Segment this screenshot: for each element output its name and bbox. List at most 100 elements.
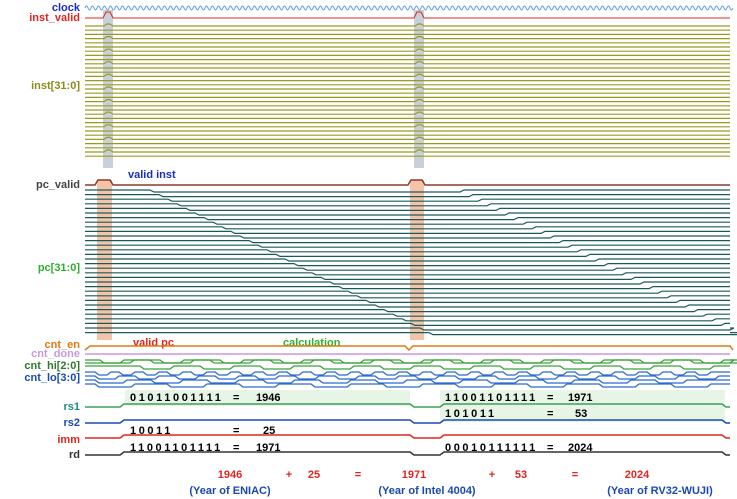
signal-label: rs2 — [63, 417, 80, 429]
equation-term: + — [489, 469, 495, 481]
pc-wave — [85, 299, 730, 303]
signal-label: cnt_hi[2:0] — [24, 360, 80, 372]
cnt-lo-wave — [85, 371, 730, 376]
equals: = — [547, 408, 553, 420]
pc-wave — [85, 253, 730, 257]
pc-wave — [85, 295, 730, 299]
inst-wave — [85, 149, 730, 153]
equation-term: + — [286, 469, 292, 481]
equals: = — [233, 442, 239, 454]
pc-wave — [85, 207, 730, 211]
pc-wave — [85, 267, 730, 271]
decimal-value: 53 — [575, 408, 587, 420]
annotation: valid inst — [128, 169, 176, 181]
wave — [84, 345, 734, 352]
inst-highlight — [103, 10, 113, 168]
cnt-lo-wave — [85, 383, 730, 388]
pc-wave — [85, 263, 730, 267]
inst-wave — [85, 136, 730, 140]
equals: = — [233, 392, 239, 404]
pc-wave — [85, 304, 730, 308]
equation-term: 2024 — [625, 469, 650, 481]
equation-note: (Year of ENIAC) — [189, 485, 271, 497]
pc-wave — [85, 322, 730, 326]
pc-wave — [85, 244, 730, 248]
pc-wave — [85, 212, 730, 216]
cnt-hi-wave — [85, 365, 730, 370]
equals: = — [547, 442, 553, 454]
pc-wave — [85, 198, 730, 202]
signal-label: rd — [69, 449, 80, 461]
pc-wave — [85, 281, 730, 285]
signal-label: pc_valid — [36, 179, 80, 191]
signal-label: inst_valid — [29, 12, 80, 24]
annotation: calculation — [283, 337, 341, 349]
wave — [85, 11, 730, 19]
pc-wave — [85, 272, 730, 276]
inst-wave — [85, 23, 730, 27]
pc-wave — [85, 217, 730, 221]
pc-wave — [85, 240, 730, 244]
inst-wave — [85, 86, 730, 90]
equation-note: (Year of Intel 4004) — [378, 485, 476, 497]
signal-label: clock — [52, 2, 81, 14]
bit-string: 00010111111 — [445, 442, 538, 454]
equation-term: 53 — [515, 469, 527, 481]
inst-wave — [85, 48, 730, 52]
signal-label: cnt_done — [31, 348, 80, 360]
inst-wave — [85, 36, 730, 40]
inst-wave — [85, 124, 730, 128]
signal-label: imm — [57, 434, 80, 446]
bit-string: 11001101111 — [445, 392, 538, 404]
cnt-hi-wave — [85, 359, 737, 364]
pc-wave — [85, 286, 730, 290]
bit-string: 01011001111 — [130, 392, 223, 404]
bit-string: 11001101111 — [130, 442, 223, 454]
inst-wave — [85, 73, 730, 77]
inst-highlight — [414, 10, 424, 168]
pc-wave — [85, 221, 730, 225]
decimal-value: 25 — [263, 425, 275, 437]
pc-wave — [85, 313, 730, 317]
decimal-value: 1946 — [256, 392, 280, 404]
inst-wave — [85, 99, 730, 103]
clock-wave — [84, 5, 734, 11]
pc-wave — [85, 189, 730, 193]
signal-label: rs1 — [63, 401, 80, 413]
pc-wave — [85, 290, 730, 294]
equation-term: = — [355, 469, 361, 481]
equals: = — [547, 392, 553, 404]
pc-wave — [85, 327, 735, 331]
equals: = — [233, 425, 239, 437]
annotation: valid pc — [133, 337, 174, 349]
signal-label: cnt_lo[3:0] — [24, 372, 80, 384]
pc-wave — [85, 226, 730, 230]
calc-shade — [125, 390, 410, 406]
pc-wave — [85, 249, 730, 253]
inst-wave — [85, 111, 730, 115]
equation-term: 1946 — [218, 469, 242, 481]
equation-term: 1971 — [402, 469, 426, 481]
pc-wave — [85, 194, 730, 198]
cnt-lo-wave — [85, 375, 730, 380]
pc-wave — [85, 203, 730, 207]
signal-label: pc[31:0] — [38, 262, 81, 274]
wave — [85, 179, 730, 186]
decimal-value: 1971 — [256, 442, 280, 454]
pc-wave — [85, 230, 730, 234]
bit-string: 101011 — [445, 408, 497, 420]
equation-note: (Year of RV32-WUJI) — [607, 485, 713, 497]
decimal-value: 2024 — [568, 442, 593, 454]
reg-wave — [85, 434, 730, 439]
reg-wave — [85, 451, 730, 456]
reg-wave — [85, 403, 730, 408]
inst-wave — [85, 61, 730, 65]
pc-wave — [85, 332, 737, 336]
calc-shade — [440, 390, 725, 422]
pc-wave — [85, 309, 730, 313]
decimal-value: 1971 — [568, 392, 592, 404]
equation-term: 25 — [308, 469, 320, 481]
cnt-lo-wave — [85, 379, 730, 384]
signal-label: inst[31:0] — [31, 80, 80, 92]
